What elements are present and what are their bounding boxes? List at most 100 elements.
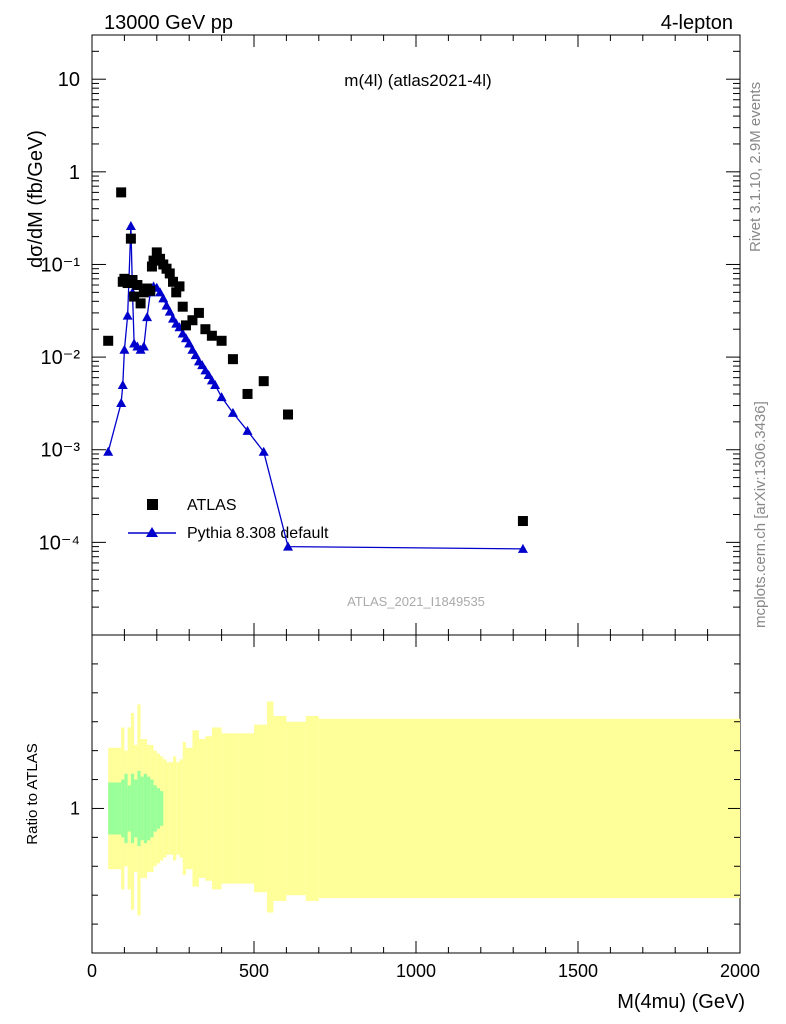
ratio-outer-band-bin	[318, 718, 740, 899]
ratio-inner-band-bin	[108, 782, 118, 835]
data-point	[206, 330, 217, 341]
mc-point	[161, 300, 172, 310]
mc-point	[138, 341, 149, 351]
mc-point	[158, 293, 169, 303]
main-y-tick-label: 10⁻³	[41, 440, 81, 462]
legend-mc-marker	[146, 527, 158, 537]
mc-point	[227, 407, 238, 417]
mc-point	[142, 312, 153, 322]
legend-atlas-marker	[147, 499, 158, 510]
ratio-outer-band-bin	[266, 701, 274, 913]
mc-point	[190, 350, 201, 360]
x-tick-label: 0	[87, 961, 97, 981]
site-label: mcplots.cern.ch [arXiv:1306.3436]	[752, 401, 769, 628]
ratio-outer-band-bin	[198, 739, 206, 878]
x-tick-label: 1000	[396, 961, 436, 981]
data-point	[168, 276, 178, 287]
ratio-outer-band-bin	[205, 736, 212, 881]
data-point	[164, 268, 175, 279]
mc-point	[242, 425, 253, 435]
data-point	[258, 376, 269, 387]
main-y-tick-label: 10	[58, 69, 80, 91]
ratio-outer-band-bin	[211, 727, 222, 890]
ratio-inner-band-bin	[147, 776, 151, 841]
x-tick-label: 2000	[720, 961, 760, 981]
data-point	[200, 324, 211, 335]
ratio-outer-band-bin	[166, 762, 170, 855]
data-point	[135, 298, 146, 309]
data-point	[129, 291, 140, 302]
mc-point	[517, 543, 528, 553]
data-point	[193, 307, 204, 318]
ratio-outer-band-bin	[176, 762, 180, 855]
data-point	[517, 516, 528, 527]
ratio-outer-band-bin	[286, 721, 306, 896]
data-point	[103, 335, 114, 346]
data-point	[145, 285, 156, 296]
main-plot-frame	[91, 34, 741, 636]
ratio-outer-band-bin	[192, 730, 199, 887]
ratio-y-axis-label: Ratio to ATLAS	[24, 743, 41, 844]
mc-point	[164, 306, 175, 316]
rivet-label: Rivet 3.1.10, 2.9M events	[747, 82, 764, 252]
main-y-axis-label: dσ/dM (fb/GeV)	[25, 130, 47, 268]
mc-point	[103, 446, 114, 456]
main-ticks: 10 1 10⁻¹ 10⁻² 10⁻³ 10⁻⁴	[39, 34, 740, 636]
ratio-inner-band-bin	[134, 779, 138, 838]
ratio-inner-band-bin	[143, 773, 148, 844]
ratio-outer-band-bin	[163, 759, 167, 858]
main-y-tick-label: 10⁻⁴	[39, 532, 80, 554]
ratio-outer-band-bin	[173, 756, 177, 861]
ratio-inner-band-bin	[130, 773, 135, 844]
ratio-outer-band-bin	[237, 733, 254, 884]
data-point	[116, 187, 127, 198]
data-point	[132, 280, 143, 291]
ratio-inner-band-bin	[140, 776, 144, 841]
mc-point	[117, 379, 128, 389]
ratio-inner-band-bin	[156, 788, 161, 829]
mc-point	[125, 221, 136, 231]
energy-label: 13000 GeV pp	[104, 12, 233, 34]
legend-mc-label: Pythia 8.308 default	[187, 525, 329, 542]
ratio-inner-band-bin	[121, 779, 125, 838]
ratio-outer-band-bin	[169, 762, 173, 855]
data-point	[180, 320, 191, 331]
data-point	[151, 247, 162, 258]
data-point	[171, 287, 182, 298]
mc-point	[283, 541, 294, 551]
ratio-inner-band-bin	[153, 785, 157, 832]
data-point	[242, 388, 253, 399]
main-y-tick-label: 10⁻²	[41, 347, 81, 369]
ratio-outer-band-bin	[179, 759, 183, 858]
mc-point	[210, 379, 221, 389]
mc-point	[184, 338, 195, 348]
data-point	[177, 301, 188, 312]
mc-point	[216, 392, 227, 402]
data-point	[187, 315, 198, 326]
data-point	[216, 335, 227, 346]
data-point	[148, 255, 159, 266]
ratio-ticks: 0 500 1000 1500 2000 1	[70, 35, 760, 981]
ratio-inner-band-bin	[150, 779, 154, 838]
data-point	[227, 354, 238, 365]
data-point	[125, 233, 136, 244]
legend-atlas-label: ATLAS	[187, 497, 237, 514]
ratio-inner-band-bin	[137, 770, 141, 847]
data-point	[283, 409, 294, 420]
data-point	[174, 281, 185, 292]
x-tick-label: 1500	[558, 961, 598, 981]
mc-point	[119, 344, 130, 354]
ratio-y-tick-label: 1	[70, 798, 80, 818]
mc-point	[122, 310, 133, 320]
ratio-bands	[108, 701, 740, 916]
mc-point	[155, 287, 166, 297]
ratio-outer-band-bin	[182, 741, 186, 875]
ratio-inner-band-bin	[127, 785, 131, 832]
process-label: 4-lepton	[661, 12, 733, 34]
x-tick-label: 500	[239, 961, 269, 981]
data-point	[155, 253, 166, 264]
analysis-label: ATLAS_2021_I1849535	[347, 594, 485, 609]
ratio-inner-band-bin	[124, 773, 128, 844]
main-y-tick-label: 1	[69, 162, 80, 184]
